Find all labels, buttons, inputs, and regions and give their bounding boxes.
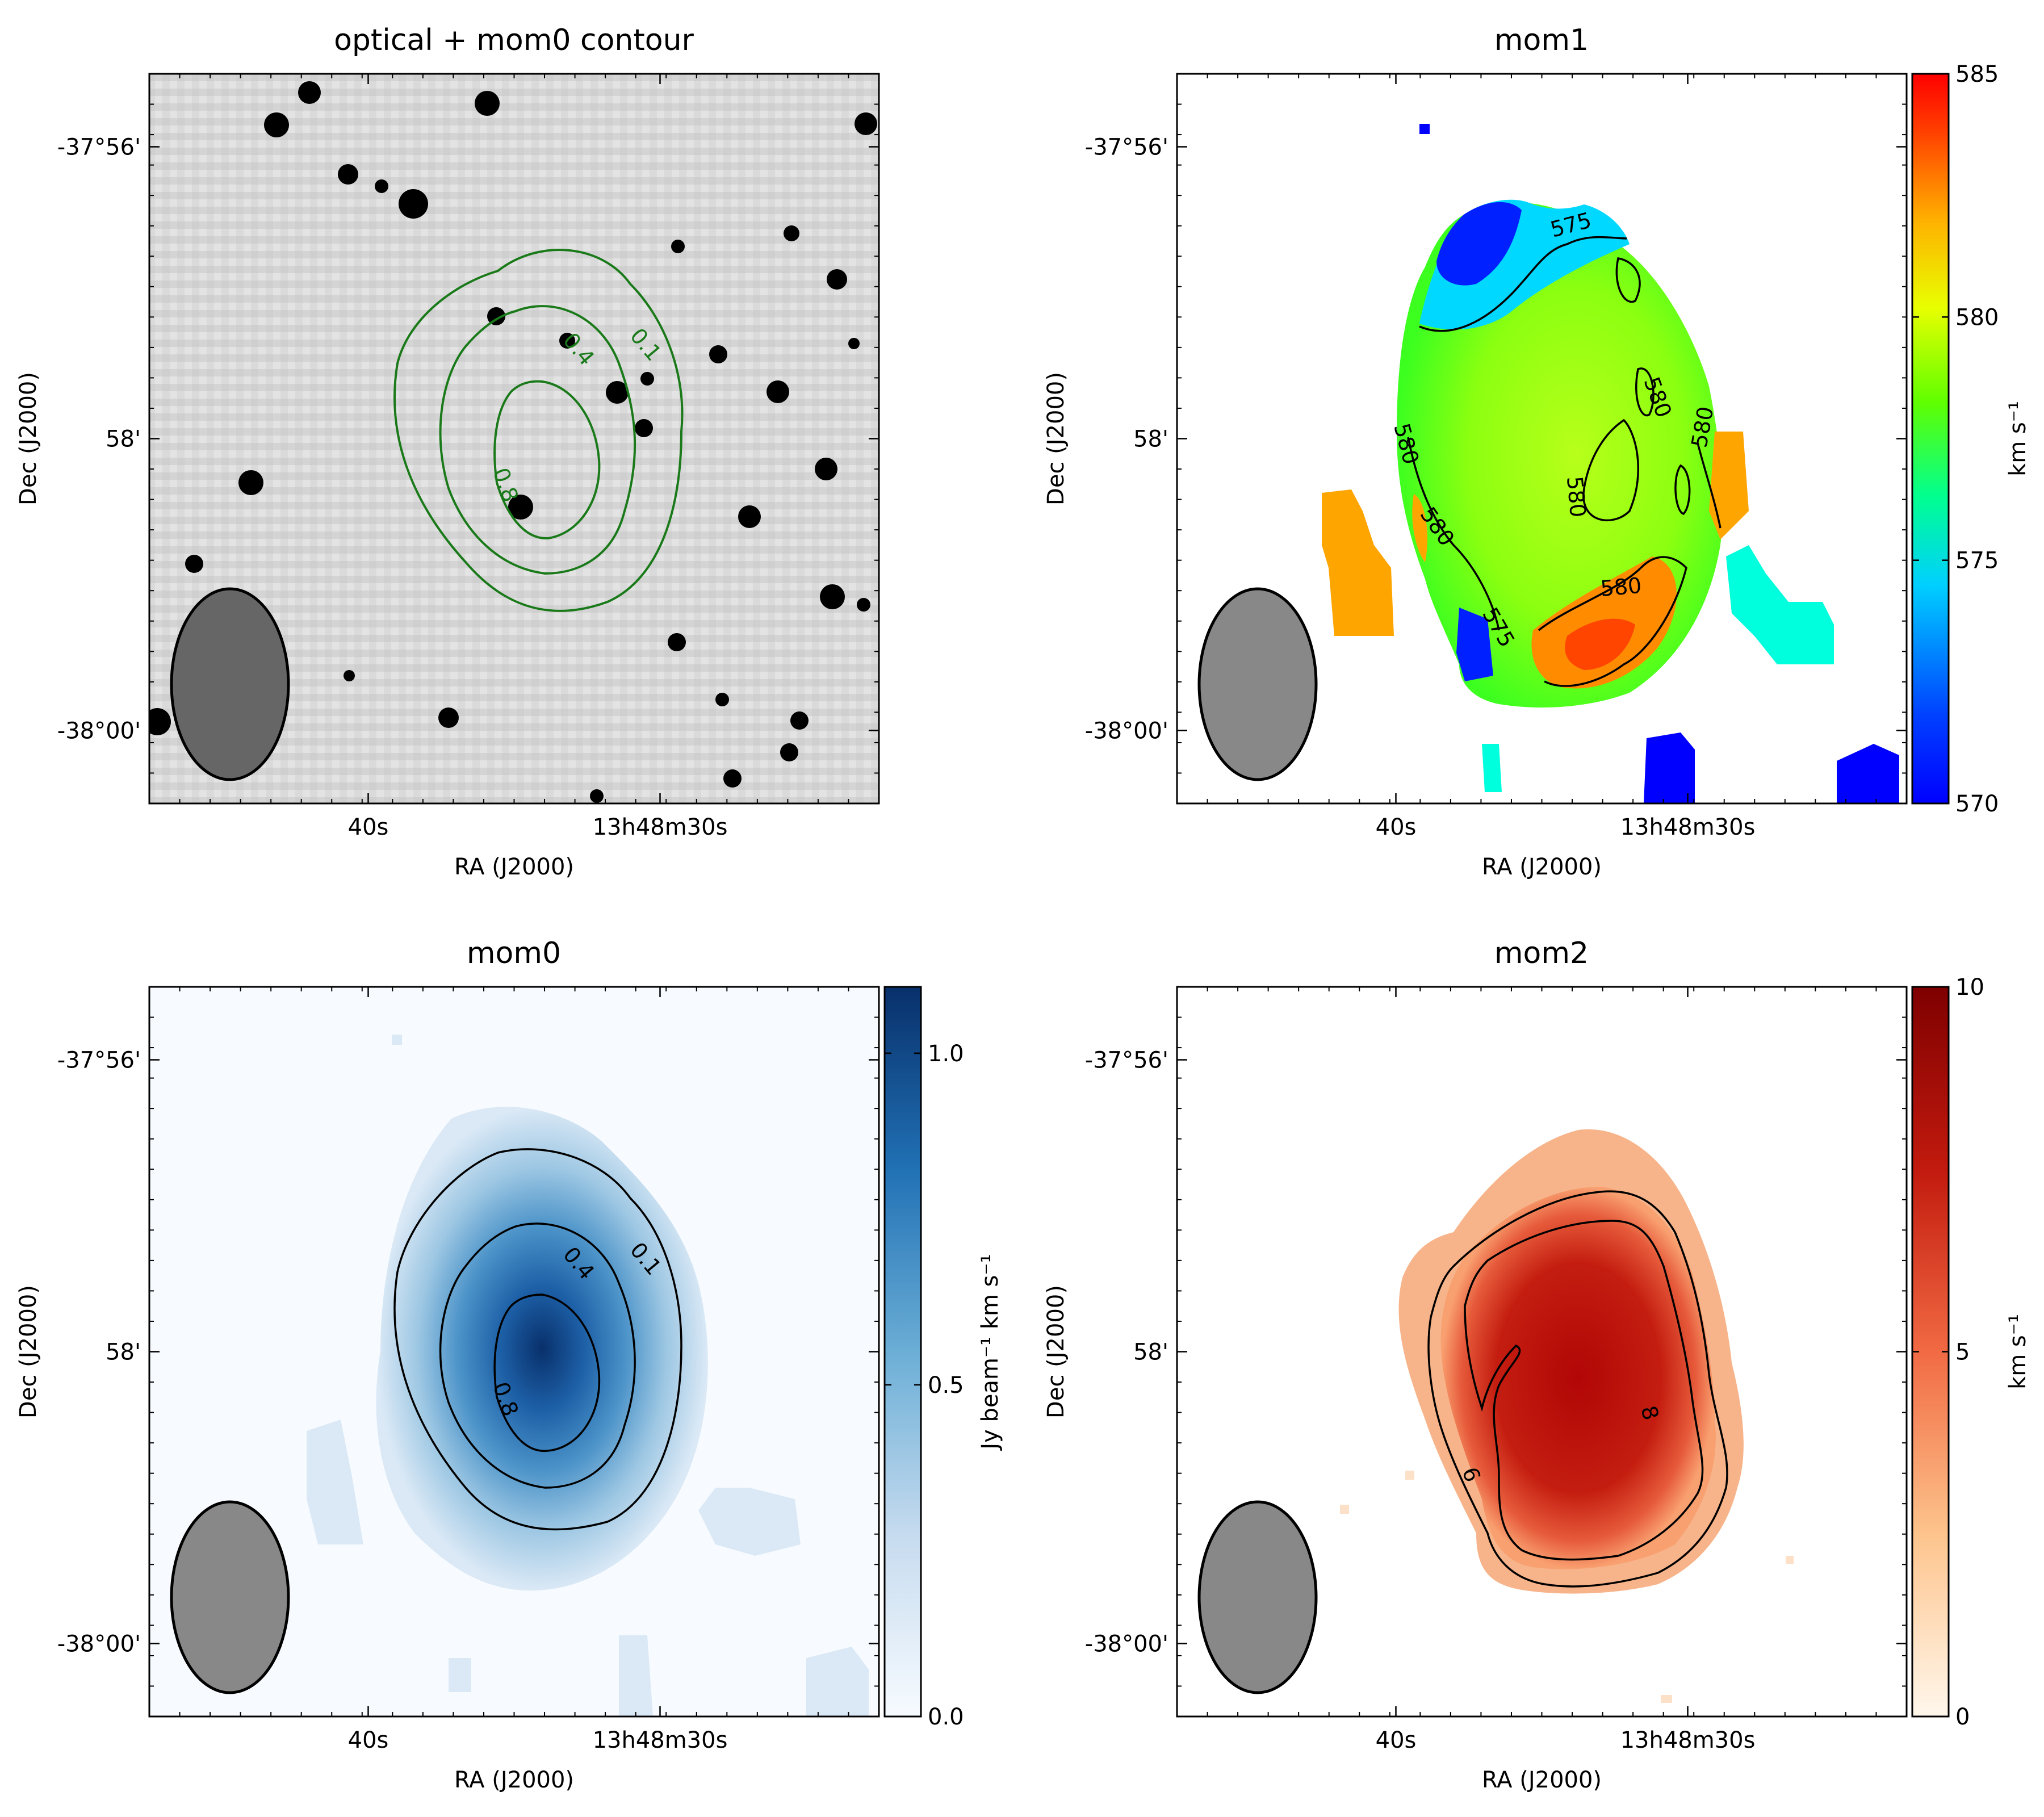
- velocity-high-blob: [1322, 489, 1394, 636]
- contour-label: 580: [1562, 475, 1590, 518]
- axes-optical: 40s 13h48m30s -37°56' 58' -38°00' RA (J2000) D…: [15, 73, 879, 880]
- y-tick-label: -37°56': [1085, 1048, 1168, 1074]
- colorbar-label: Jy beam⁻¹ km s⁻¹: [977, 1254, 1003, 1451]
- x-tick-label: 13h48m30s: [593, 814, 728, 840]
- x-axis-label: RA (J2000): [454, 854, 574, 880]
- noise-patches: [307, 1035, 869, 1716]
- y-tick-label: -38°00': [1085, 1631, 1168, 1657]
- mom0-contours: [393, 1148, 682, 1531]
- colorbar-tick-label: 585: [1955, 61, 1999, 87]
- plot-area: 8 6: [1197, 1129, 1794, 1703]
- velocity-low-patch: [1837, 744, 1899, 803]
- beam-ellipse: [170, 587, 290, 781]
- stars: [149, 81, 877, 803]
- axes-mom2: 40s 13h48m30s -37°56' 58' -38°00' RA (J2000) D…: [1043, 974, 2031, 1793]
- y-tick-label: 58': [1133, 426, 1168, 453]
- noise-patches: [1340, 1471, 1794, 1703]
- y-tick-label: -38°00': [57, 718, 141, 744]
- velocity-low-patch: [1644, 732, 1695, 803]
- panel-mom0: mom0 0.1 0.4 0.8: [148, 936, 922, 1718]
- beam-ellipse: [1197, 587, 1318, 781]
- colorbar-label: km s⁻¹: [2005, 401, 2031, 476]
- panel-optical: optical + mom0 contour: [148, 23, 880, 805]
- x-tick-label: 40s: [1376, 1727, 1417, 1753]
- plot-area: 575 580 580 580 580 580 580 575: [1197, 124, 1899, 803]
- velocity-low-patch: [1419, 124, 1430, 134]
- y-tick-label: -37°56': [57, 135, 141, 161]
- mom0-contours: [393, 249, 684, 612]
- y-axis-label: Dec (J2000): [15, 1285, 41, 1418]
- colorbar-tick-label: 1.0: [928, 1041, 964, 1067]
- axes-mom1: 40s 13h48m30s -37°56' 58' -38°00' RA (J2000) D…: [1043, 61, 2031, 880]
- y-axis-label: Dec (J2000): [1043, 372, 1069, 505]
- x-axis-label: RA (J2000): [1482, 1767, 1602, 1793]
- velocity-cyan-patch: [1726, 545, 1834, 664]
- colorbar-tick-label: 5: [1955, 1339, 1970, 1366]
- y-axis-label: Dec (J2000): [15, 372, 41, 505]
- plot-area: 0.1 0.4 0.8: [170, 1035, 869, 1716]
- velocity-cyan-patch: [1482, 744, 1502, 792]
- panel-title: optical + mom0 contour: [334, 23, 694, 57]
- panel-mom1: mom1: [1176, 23, 1950, 805]
- x-tick-label: 13h48m30s: [1620, 814, 1756, 840]
- velocity-lowest: [1436, 202, 1522, 286]
- colorbar: [883, 986, 922, 1718]
- colorbar-tick-label: 580: [1955, 304, 1999, 330]
- y-tick-label: 58': [106, 426, 141, 453]
- mom2-contours: [1427, 1190, 1728, 1588]
- y-tick-label: 58': [106, 1339, 141, 1366]
- x-tick-label: 13h48m30s: [1620, 1727, 1756, 1753]
- panel-title: mom0: [467, 936, 561, 970]
- x-axis-label: RA (J2000): [1482, 854, 1602, 880]
- axes-layer: 40s 13h48m30s -37°56' 58' -38°00' RA (J2000) D…: [15, 61, 2031, 1793]
- y-tick-label: -38°00': [57, 1631, 141, 1657]
- x-axis-label: RA (J2000): [454, 1767, 574, 1793]
- panel-title: mom2: [1494, 936, 1589, 970]
- plot-area: 0.1 0.4 0.8: [149, 74, 879, 803]
- velocity-highest: [1565, 618, 1635, 670]
- y-tick-label: -37°56': [1085, 135, 1168, 161]
- y-axis-label: Dec (J2000): [1043, 1285, 1069, 1418]
- colorbar-tick-label: 0.5: [928, 1372, 964, 1399]
- intensity-map: [376, 1107, 708, 1591]
- dispersion-map: [1440, 1187, 1716, 1569]
- panel-mom2: mom2 8 6: [1176, 936, 1950, 1718]
- contour-label: 580: [1599, 573, 1643, 601]
- x-tick-label: 40s: [348, 814, 389, 840]
- velocity-low-patch: [1456, 608, 1493, 681]
- colorbar-tick-label: 575: [1955, 548, 1999, 574]
- colorbar-label: km s⁻¹: [2005, 1314, 2031, 1389]
- y-tick-label: 58': [1133, 1339, 1168, 1366]
- beam-ellipse: [1197, 1500, 1318, 1694]
- axes-mom0: 40s 13h48m30s -37°56' 58' -38°00' RA (J2000) D…: [15, 986, 1003, 1793]
- y-tick-label: -38°00': [1085, 718, 1168, 744]
- colorbar-tick-label: 10: [1955, 974, 1984, 1000]
- colorbar: [1911, 73, 1950, 805]
- y-tick-label: -37°56': [57, 1048, 141, 1074]
- velocity-high-edge: [1412, 494, 1427, 562]
- panel-title: mom1: [1494, 23, 1589, 57]
- beam-ellipse: [170, 1500, 290, 1694]
- colorbar-tick-label: 570: [1955, 791, 1999, 817]
- x-tick-label: 40s: [348, 1727, 389, 1753]
- mom1-contours: [1407, 236, 1722, 687]
- colorbar-tick-label: 0: [1955, 1704, 1970, 1730]
- x-tick-label: 40s: [1376, 814, 1417, 840]
- colorbar-tick-label: 0.0: [928, 1704, 964, 1730]
- velocity-high-edge: [1709, 432, 1749, 539]
- x-tick-label: 13h48m30s: [593, 1727, 728, 1753]
